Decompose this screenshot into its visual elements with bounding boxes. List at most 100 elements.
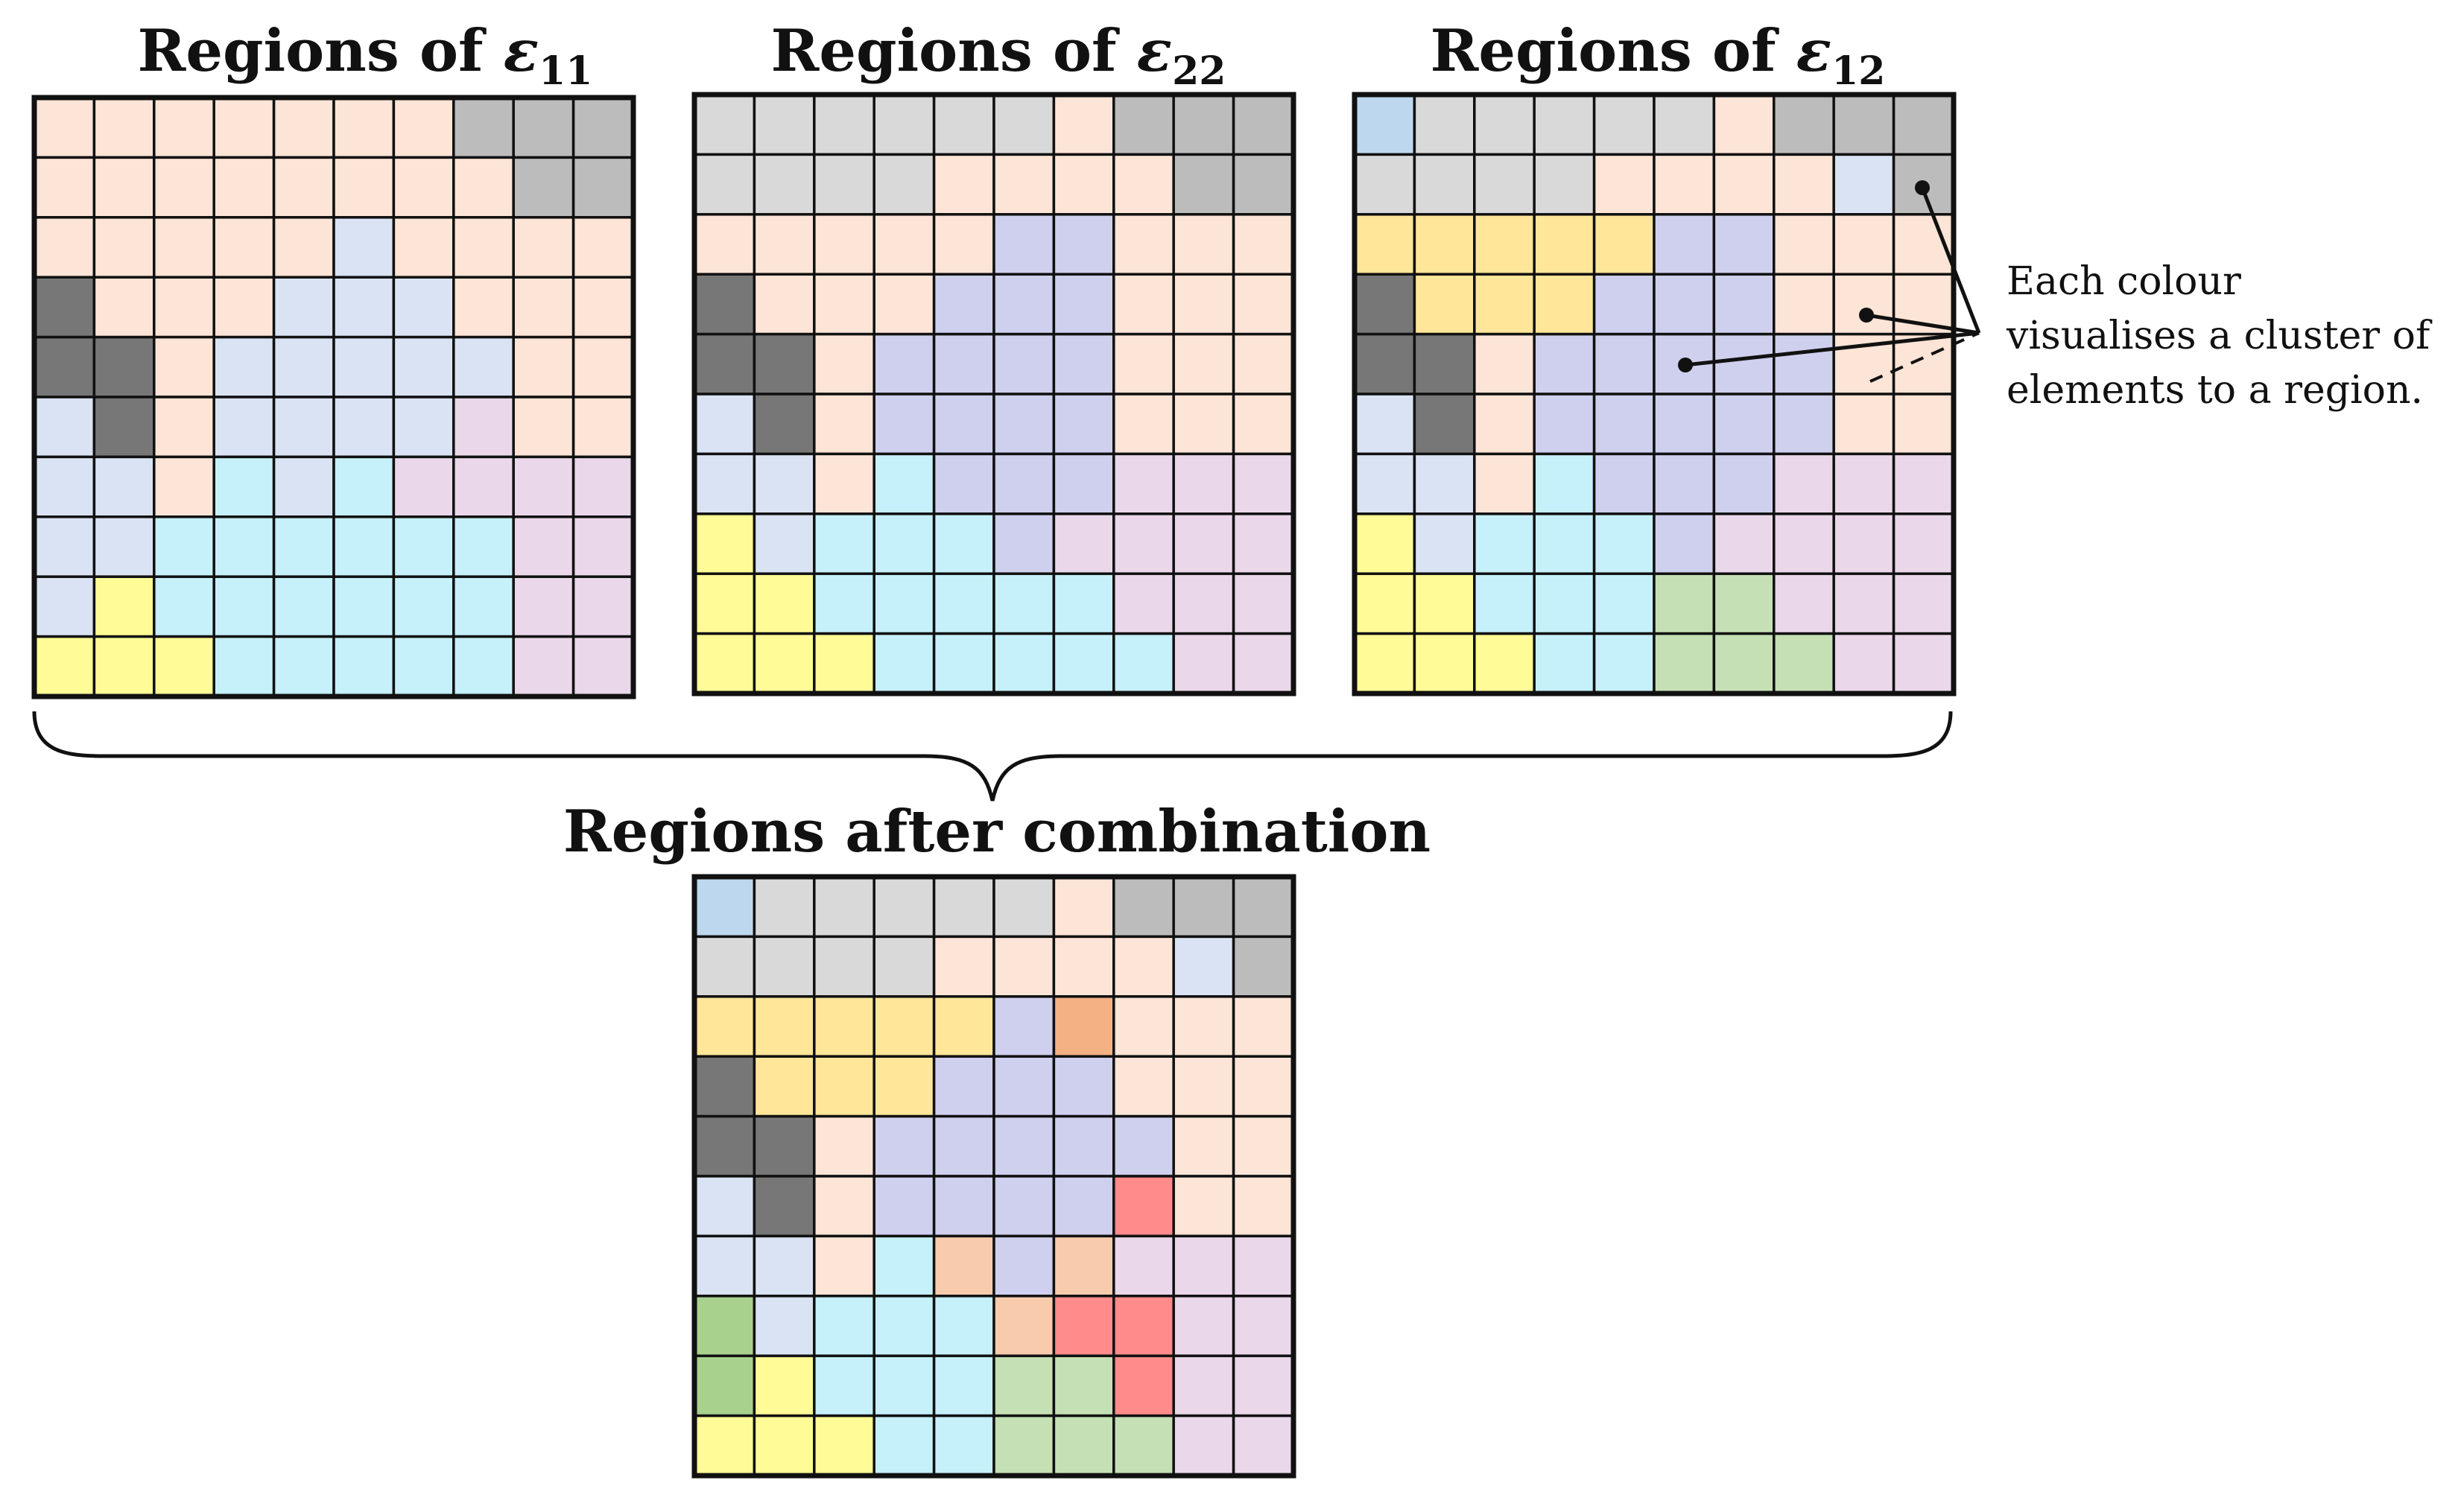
grid-cell	[1712, 452, 1776, 515]
grid-cell	[932, 1234, 995, 1298]
grid-cell	[1232, 632, 1295, 695]
grid-cell	[813, 273, 875, 336]
grid-cell	[571, 455, 635, 518]
grid-cell	[932, 273, 995, 336]
grid-cell	[1172, 332, 1235, 396]
grid-cell	[1413, 452, 1476, 515]
grid-cell	[1112, 875, 1175, 939]
grid-cell	[992, 572, 1056, 635]
grid-cell	[1112, 995, 1175, 1058]
grid-cell	[1353, 632, 1416, 695]
grid-cell	[1473, 512, 1536, 575]
grid-cell	[1052, 393, 1115, 456]
grid-cell	[872, 1234, 936, 1298]
grid-cell	[1892, 393, 1955, 456]
grid-cell	[992, 935, 1056, 998]
grid-cell	[932, 213, 995, 276]
grid-cell	[571, 515, 635, 578]
grid-cell	[693, 213, 756, 276]
grid-cell	[1892, 512, 1955, 575]
grid-cell	[813, 153, 875, 216]
grid-cell	[1592, 572, 1656, 635]
grid-cell	[753, 875, 816, 939]
grid-cell	[1232, 995, 1295, 1058]
grid-cell	[212, 216, 276, 279]
grid-cell	[693, 1175, 756, 1238]
grid-cell	[92, 396, 156, 459]
grid-cell	[1112, 273, 1175, 336]
grid-cell	[693, 1055, 756, 1118]
grid-cell	[1232, 93, 1295, 156]
grid-cell	[693, 935, 756, 998]
grid-cell	[1232, 452, 1295, 515]
grid-cell	[1172, 1114, 1235, 1178]
grid-cell	[932, 93, 995, 156]
grid-cell	[1653, 632, 1716, 695]
grid-cell	[272, 216, 335, 279]
grid-cell	[153, 156, 215, 219]
grid-cell	[452, 455, 515, 518]
grid-cell	[753, 332, 816, 396]
grid-cell	[272, 455, 335, 518]
grid-cell	[1112, 1234, 1175, 1298]
grid-cell	[813, 632, 875, 695]
grid-cell	[1232, 512, 1295, 575]
grid-cell	[1052, 1414, 1115, 1477]
grid-cell	[512, 156, 575, 219]
grid-cell	[1052, 1114, 1115, 1178]
grid-cell	[33, 515, 96, 578]
grid-cell	[571, 396, 635, 459]
grid-cell	[392, 515, 455, 578]
grid-cell	[1533, 572, 1596, 635]
grid-cell	[272, 396, 335, 459]
grid-cell	[693, 512, 756, 575]
grid-cell	[1112, 452, 1175, 515]
grid-cell	[1413, 393, 1476, 456]
grid-cell	[33, 335, 96, 399]
grid-cell	[992, 995, 1056, 1058]
grid-cell	[92, 455, 156, 518]
grid-cell	[1592, 512, 1656, 575]
grid-cell	[992, 632, 1056, 695]
grid-cell	[1172, 572, 1235, 635]
grid-cell	[512, 455, 575, 518]
grid-cell	[33, 396, 96, 459]
grid-cell	[872, 1055, 936, 1118]
grid-cell	[571, 156, 635, 219]
grid-cell	[693, 1114, 756, 1178]
grid-cell	[272, 276, 335, 339]
grid-cell	[1172, 452, 1235, 515]
grid-cell	[153, 276, 215, 339]
grid-cell	[813, 452, 875, 515]
grid-cell	[1712, 332, 1776, 396]
grid-cell	[992, 452, 1056, 515]
grid-cell	[1712, 153, 1776, 216]
grid-cell	[872, 632, 936, 695]
grid-cell	[212, 575, 276, 638]
grid-cell	[392, 96, 455, 159]
grid-cell	[1172, 1295, 1235, 1357]
grid-cell	[1592, 93, 1656, 156]
grid-cell	[1112, 153, 1175, 216]
grid-cell	[1112, 393, 1175, 456]
grid-cell	[1413, 332, 1476, 396]
grid-cell	[1052, 1295, 1115, 1357]
grid-cell	[1413, 273, 1476, 336]
grid-cell	[1353, 332, 1416, 396]
grid-cell	[212, 396, 276, 459]
grid-cell	[813, 1354, 875, 1418]
grid-cell	[1172, 153, 1235, 216]
grid-cell	[813, 935, 875, 998]
grid-cell	[1473, 572, 1536, 635]
grid-cell	[512, 396, 575, 459]
grid-cell	[1172, 1414, 1235, 1477]
grid-cell	[813, 1175, 875, 1238]
grid-cell	[1232, 935, 1295, 998]
grid-cell	[332, 335, 396, 399]
title-eps12: Regions of ε12	[1431, 17, 1886, 94]
grid-cell	[932, 935, 995, 998]
grid-cell	[693, 1234, 756, 1298]
grid-cell	[1473, 332, 1536, 396]
grid-cell	[272, 335, 335, 399]
grid-cell	[1592, 452, 1656, 515]
